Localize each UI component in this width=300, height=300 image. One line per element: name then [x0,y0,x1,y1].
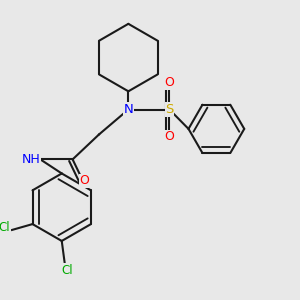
Text: O: O [164,76,174,89]
Text: O: O [164,130,174,143]
Text: N: N [124,103,133,116]
Text: S: S [165,103,174,116]
Text: Cl: Cl [0,220,11,233]
Text: O: O [80,174,89,187]
Text: NH: NH [22,153,40,166]
Text: Cl: Cl [62,264,74,277]
